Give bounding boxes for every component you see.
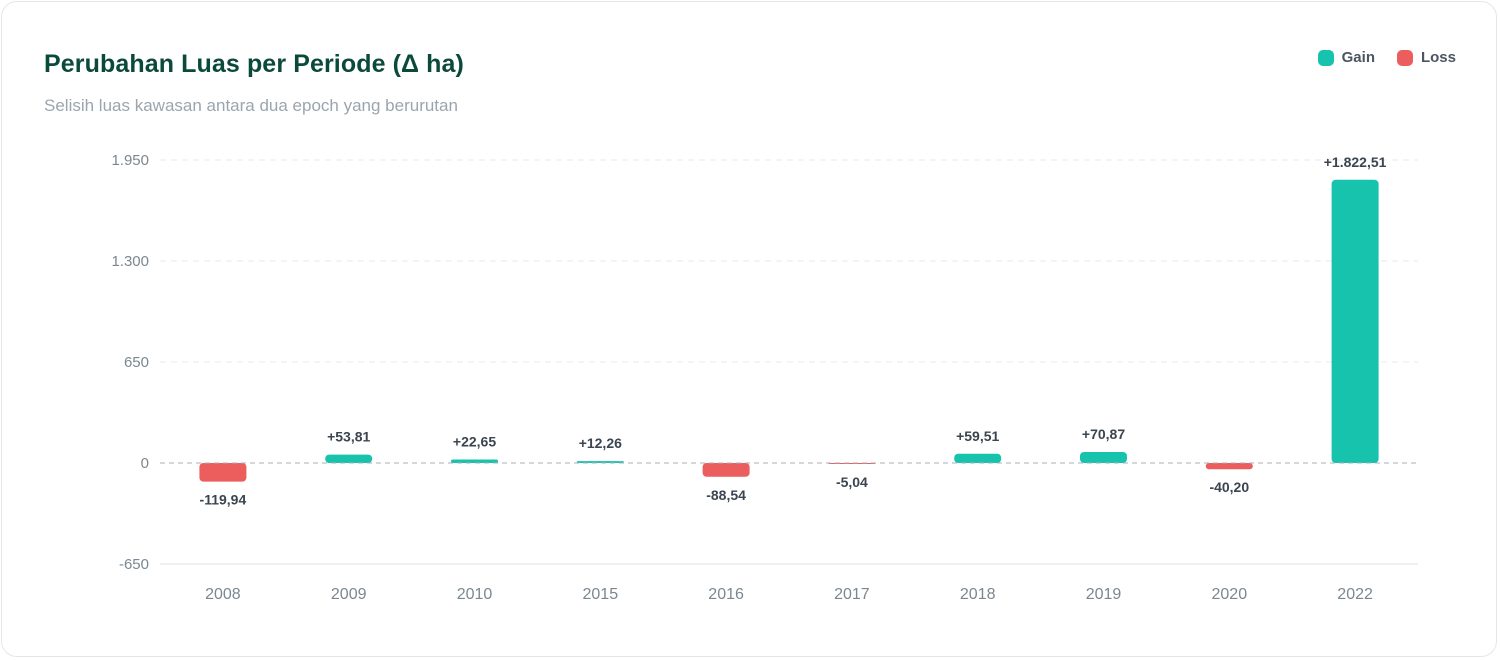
bar-value-label: +12,26 [579, 435, 622, 451]
y-tick-label: 1.300 [111, 253, 149, 270]
bars [199, 179, 1379, 482]
legend-label-loss: Loss [1420, 49, 1456, 66]
bar-value-label: -88,54 [706, 487, 746, 503]
bar-gain[interactable] [325, 454, 373, 463]
grid-lines [160, 159, 1418, 565]
bar-gain[interactable] [1080, 451, 1127, 463]
bar-loss[interactable] [1205, 463, 1253, 470]
x-tick-label: 2022 [1337, 586, 1373, 603]
bar-value-label: -5,04 [836, 474, 868, 490]
value-labels: -119,94 +53,81 +22,65 +12,26 -88,54 -5,04 +59,… [200, 154, 1387, 508]
bar-value-label: +1.822,51 [1324, 154, 1387, 170]
y-axis-ticks: -650 0 650 1.300 1.950 [111, 152, 149, 573]
bar-value-label: +53,81 [327, 429, 370, 445]
x-tick-label: 2017 [834, 586, 870, 603]
x-tick-label: 2009 [331, 586, 367, 603]
legend-item-loss[interactable]: Loss [1396, 49, 1456, 66]
bar-value-label: -119,94 [200, 492, 247, 508]
x-tick-label: 2010 [457, 586, 493, 603]
y-tick-label: 650 [124, 354, 149, 371]
bar-loss[interactable] [199, 463, 247, 482]
loss-swatch-icon [1396, 49, 1413, 66]
legend-label-gain: Gain [1341, 49, 1375, 66]
y-tick-label: -650 [119, 556, 149, 573]
x-tick-label: 2008 [205, 586, 241, 603]
x-tick-label: 2016 [708, 586, 744, 603]
legend-item-gain[interactable]: Gain [1317, 49, 1375, 66]
y-tick-label: 1.950 [111, 152, 149, 169]
y-tick-label: 0 [141, 455, 149, 472]
chart-subtitle: Selisih luas kawasan antara dua epoch ya… [44, 96, 458, 115]
bar-value-label: -40,20 [1209, 479, 1249, 495]
bar-value-label: +70,87 [1082, 426, 1125, 442]
bar-gain[interactable] [954, 453, 1002, 463]
bar-value-label: +22,65 [453, 433, 496, 449]
bar-gain[interactable] [451, 459, 498, 463]
bar-gain[interactable] [1331, 179, 1379, 463]
x-tick-label: 2018 [960, 586, 996, 603]
x-axis-ticks: 2008 2009 2010 2015 2016 2017 2018 2019 2020 2022 [205, 586, 1373, 603]
chart-title: Perubahan Luas per Periode (Δ ha) [44, 50, 464, 78]
x-tick-label: 2019 [1086, 586, 1122, 603]
bar-loss[interactable] [702, 463, 750, 477]
gain-swatch-icon [1317, 49, 1334, 66]
x-tick-label: 2015 [583, 586, 619, 603]
bar-value-label: +59,51 [956, 428, 999, 444]
x-tick-label: 2020 [1212, 586, 1248, 603]
chart-legend: Gain Loss [1317, 49, 1456, 66]
